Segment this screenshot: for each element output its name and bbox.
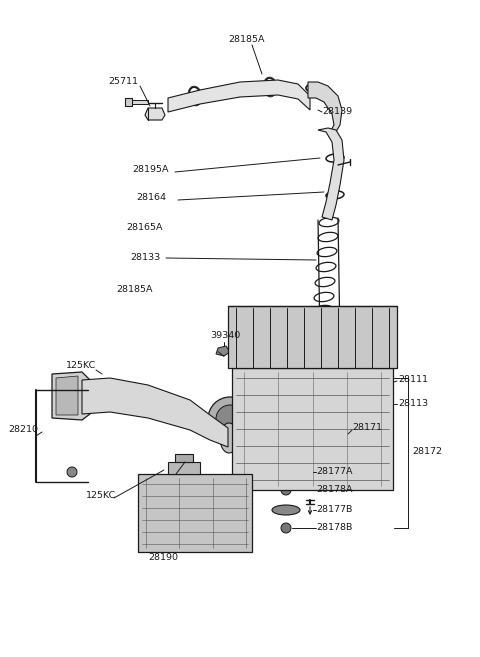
Polygon shape [232,368,393,490]
Polygon shape [145,108,165,120]
Text: 28164: 28164 [136,194,166,202]
Text: 28210: 28210 [8,426,38,434]
Text: 28113: 28113 [398,399,428,409]
Text: 28133: 28133 [130,254,160,263]
Polygon shape [228,306,397,368]
Polygon shape [138,474,252,552]
Text: 28139: 28139 [322,108,352,116]
Polygon shape [175,454,193,462]
Polygon shape [82,378,228,447]
Text: 39340: 39340 [210,332,240,340]
Circle shape [281,485,291,495]
Text: 28172: 28172 [412,447,442,457]
Polygon shape [52,372,90,420]
Polygon shape [168,80,310,112]
Circle shape [216,405,244,433]
Text: 28178B: 28178B [316,524,352,533]
Polygon shape [56,376,78,415]
Circle shape [67,392,77,402]
Text: 28111: 28111 [398,376,428,384]
Text: 25711: 25711 [108,78,138,87]
Polygon shape [318,128,344,220]
Polygon shape [168,462,200,474]
Text: 28195A: 28195A [132,166,168,175]
Ellipse shape [272,467,300,477]
Circle shape [67,467,77,477]
Text: 28185A: 28185A [116,286,153,294]
Circle shape [208,397,252,441]
Text: 28171: 28171 [352,424,382,432]
Text: 28165A: 28165A [126,223,163,233]
Ellipse shape [272,505,300,515]
Text: 28185A: 28185A [228,35,264,45]
Circle shape [169,471,179,481]
Text: 28177B: 28177B [316,505,352,514]
Text: 125KC: 125KC [66,361,96,371]
Polygon shape [216,346,230,356]
Text: 28190: 28190 [148,553,178,562]
Polygon shape [125,98,132,106]
Circle shape [281,523,291,533]
Text: 28177A: 28177A [316,468,352,476]
Text: 125KC: 125KC [86,491,116,501]
Ellipse shape [220,423,238,453]
Text: 28178A: 28178A [316,486,352,495]
Polygon shape [132,100,148,104]
Polygon shape [308,82,342,135]
